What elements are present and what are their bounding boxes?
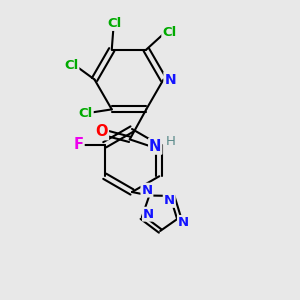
Text: Cl: Cl <box>108 17 122 30</box>
Text: N: N <box>178 216 189 229</box>
Text: N: N <box>141 184 152 196</box>
Text: F: F <box>74 137 84 152</box>
Text: N: N <box>164 73 176 86</box>
Text: Cl: Cl <box>79 107 93 120</box>
Text: Cl: Cl <box>64 58 79 72</box>
Text: Cl: Cl <box>162 26 176 39</box>
Text: N: N <box>164 194 175 207</box>
Text: O: O <box>96 124 108 140</box>
Text: H: H <box>166 135 176 148</box>
Text: N: N <box>149 139 161 154</box>
Text: N: N <box>143 208 154 221</box>
